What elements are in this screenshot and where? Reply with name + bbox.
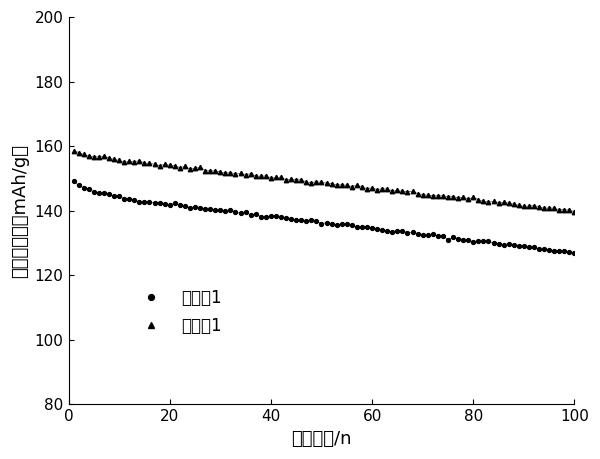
对比例1 xyxy=(571,250,578,256)
Line: 对比例1: 对比例1 xyxy=(71,179,577,255)
实施例1 xyxy=(571,209,578,214)
实施例1 xyxy=(545,205,553,211)
对比例1 xyxy=(328,221,335,227)
对比例1 xyxy=(166,202,173,208)
实施例1 xyxy=(187,167,194,172)
对比例1 xyxy=(368,225,376,230)
实施例1 xyxy=(530,203,538,208)
对比例1 xyxy=(545,247,553,253)
对比例1 xyxy=(187,205,194,210)
对比例1 xyxy=(70,179,77,184)
Y-axis label: 放电比容量（mAh/g）: 放电比容量（mAh/g） xyxy=(11,144,29,278)
Legend: 对比例1, 实施例1: 对比例1, 实施例1 xyxy=(127,283,228,342)
实施例1 xyxy=(166,162,173,168)
实施例1 xyxy=(368,185,376,190)
X-axis label: 循环序号/n: 循环序号/n xyxy=(291,430,352,448)
Line: 实施例1: 实施例1 xyxy=(71,148,577,214)
实施例1 xyxy=(70,148,77,153)
对比例1 xyxy=(530,244,538,250)
实施例1 xyxy=(328,181,335,186)
